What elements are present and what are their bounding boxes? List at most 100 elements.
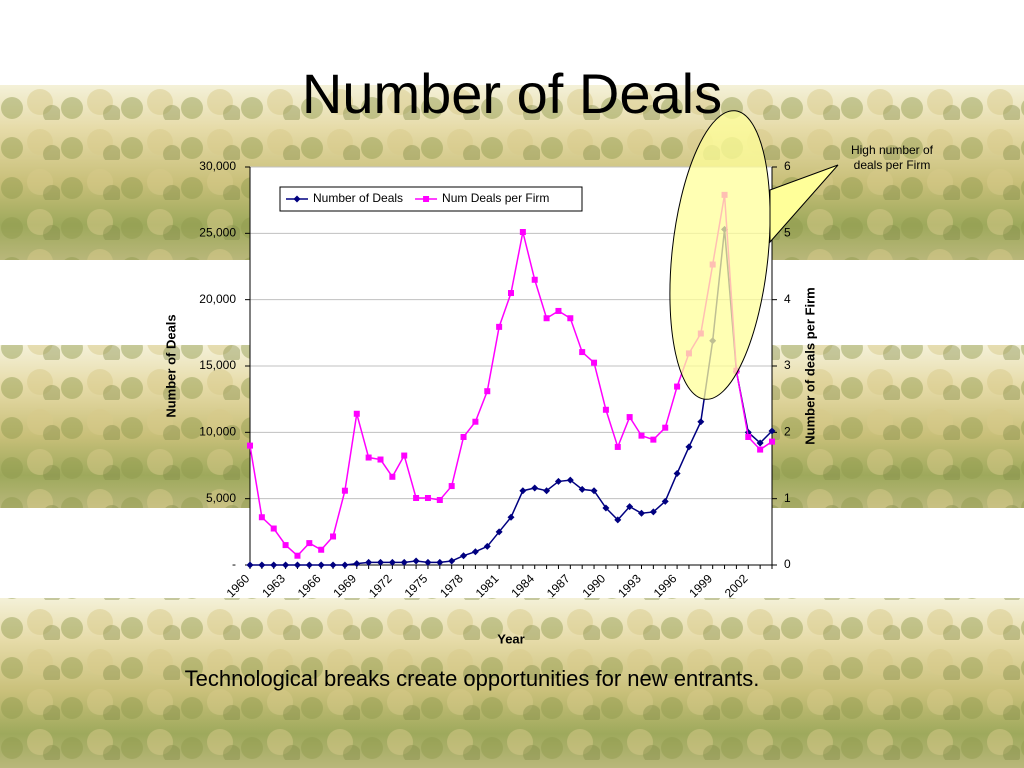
y-axis-label: Number of Deals (163, 314, 178, 417)
point (412, 557, 420, 565)
point (389, 473, 396, 480)
legend-marker (293, 195, 301, 203)
point (460, 433, 467, 440)
point (768, 427, 776, 435)
point (638, 432, 645, 439)
point (246, 561, 254, 569)
point (602, 504, 610, 512)
point (614, 516, 622, 524)
point (685, 443, 693, 451)
x-tick-label: 1987 (544, 571, 573, 600)
point (638, 509, 645, 517)
y2-tick-label: 3 (784, 358, 791, 372)
caption: Technological breaks create opportunitie… (185, 666, 760, 691)
point (602, 406, 609, 413)
point (756, 439, 764, 447)
point (377, 558, 384, 566)
point (258, 514, 265, 521)
point (270, 561, 278, 569)
point (769, 438, 775, 445)
x-tick-label: 1978 (437, 571, 466, 600)
point (424, 495, 431, 502)
point (543, 315, 550, 322)
point (377, 456, 384, 463)
point (543, 487, 551, 495)
point (757, 446, 764, 453)
x-tick-label: 1981 (473, 571, 502, 600)
point (674, 383, 681, 390)
y-tick-label: 20,000 (199, 292, 236, 306)
point (472, 418, 479, 425)
x-tick-label: 1972 (366, 571, 395, 600)
point (282, 561, 290, 569)
point (566, 476, 574, 484)
y-tick-label: - (232, 557, 236, 571)
point (388, 558, 396, 566)
point (365, 454, 372, 461)
point (673, 469, 681, 477)
point (650, 436, 657, 443)
point (531, 484, 539, 492)
point (270, 525, 277, 532)
point (436, 496, 443, 503)
annotation: High number of deals per Firm (850, 143, 934, 172)
point (436, 558, 444, 566)
point (519, 487, 527, 495)
point (247, 442, 253, 449)
legend-label: Number of Deals (313, 191, 403, 205)
point (353, 560, 361, 568)
highlight-ellipse (669, 110, 771, 400)
point (555, 307, 562, 314)
x-tick-label: 1996 (651, 571, 680, 600)
point (495, 528, 503, 536)
point (661, 497, 669, 505)
y-tick-label: 15,000 (199, 358, 236, 372)
point (579, 349, 586, 356)
point (662, 424, 669, 431)
point (329, 561, 337, 569)
x-axis-label: Year (497, 631, 524, 646)
point (424, 558, 432, 566)
y-tick-label: 5,000 (206, 491, 236, 505)
point (614, 443, 621, 450)
point (649, 508, 657, 516)
y2-tick-label: 0 (784, 557, 791, 571)
point (591, 359, 598, 366)
point (318, 546, 325, 553)
legend-marker (423, 196, 430, 202)
x-tick-label: 1999 (686, 571, 715, 600)
point (353, 410, 360, 417)
y-tick-label: 25,000 (199, 226, 236, 240)
point (401, 452, 408, 459)
point (400, 558, 408, 566)
point (567, 315, 574, 322)
point (508, 290, 514, 297)
x-tick-label: 2002 (722, 571, 751, 600)
point (745, 433, 752, 440)
point (626, 414, 633, 421)
point (590, 487, 598, 495)
x-tick-label: 1975 (402, 571, 431, 600)
legend-label: Num Deals per Firm (442, 191, 549, 205)
point (317, 561, 325, 569)
point (496, 323, 503, 330)
y-tick-label: 10,000 (199, 425, 236, 439)
callout-tail (769, 164, 839, 244)
point (531, 276, 538, 283)
point (258, 561, 266, 569)
x-tick-label: 1966 (295, 571, 324, 600)
y2-tick-label: 6 (784, 159, 791, 173)
y-tick-label: 30,000 (199, 159, 236, 173)
point (282, 542, 289, 549)
point (554, 477, 562, 485)
point (305, 561, 313, 569)
x-tick-label: 1984 (508, 571, 537, 600)
x-tick-label: 1960 (224, 571, 253, 600)
point (365, 558, 373, 566)
y2-tick-label: 4 (784, 292, 791, 306)
point (484, 388, 491, 395)
point (519, 229, 526, 236)
point (626, 503, 634, 511)
x-tick-label: 1990 (579, 571, 608, 600)
